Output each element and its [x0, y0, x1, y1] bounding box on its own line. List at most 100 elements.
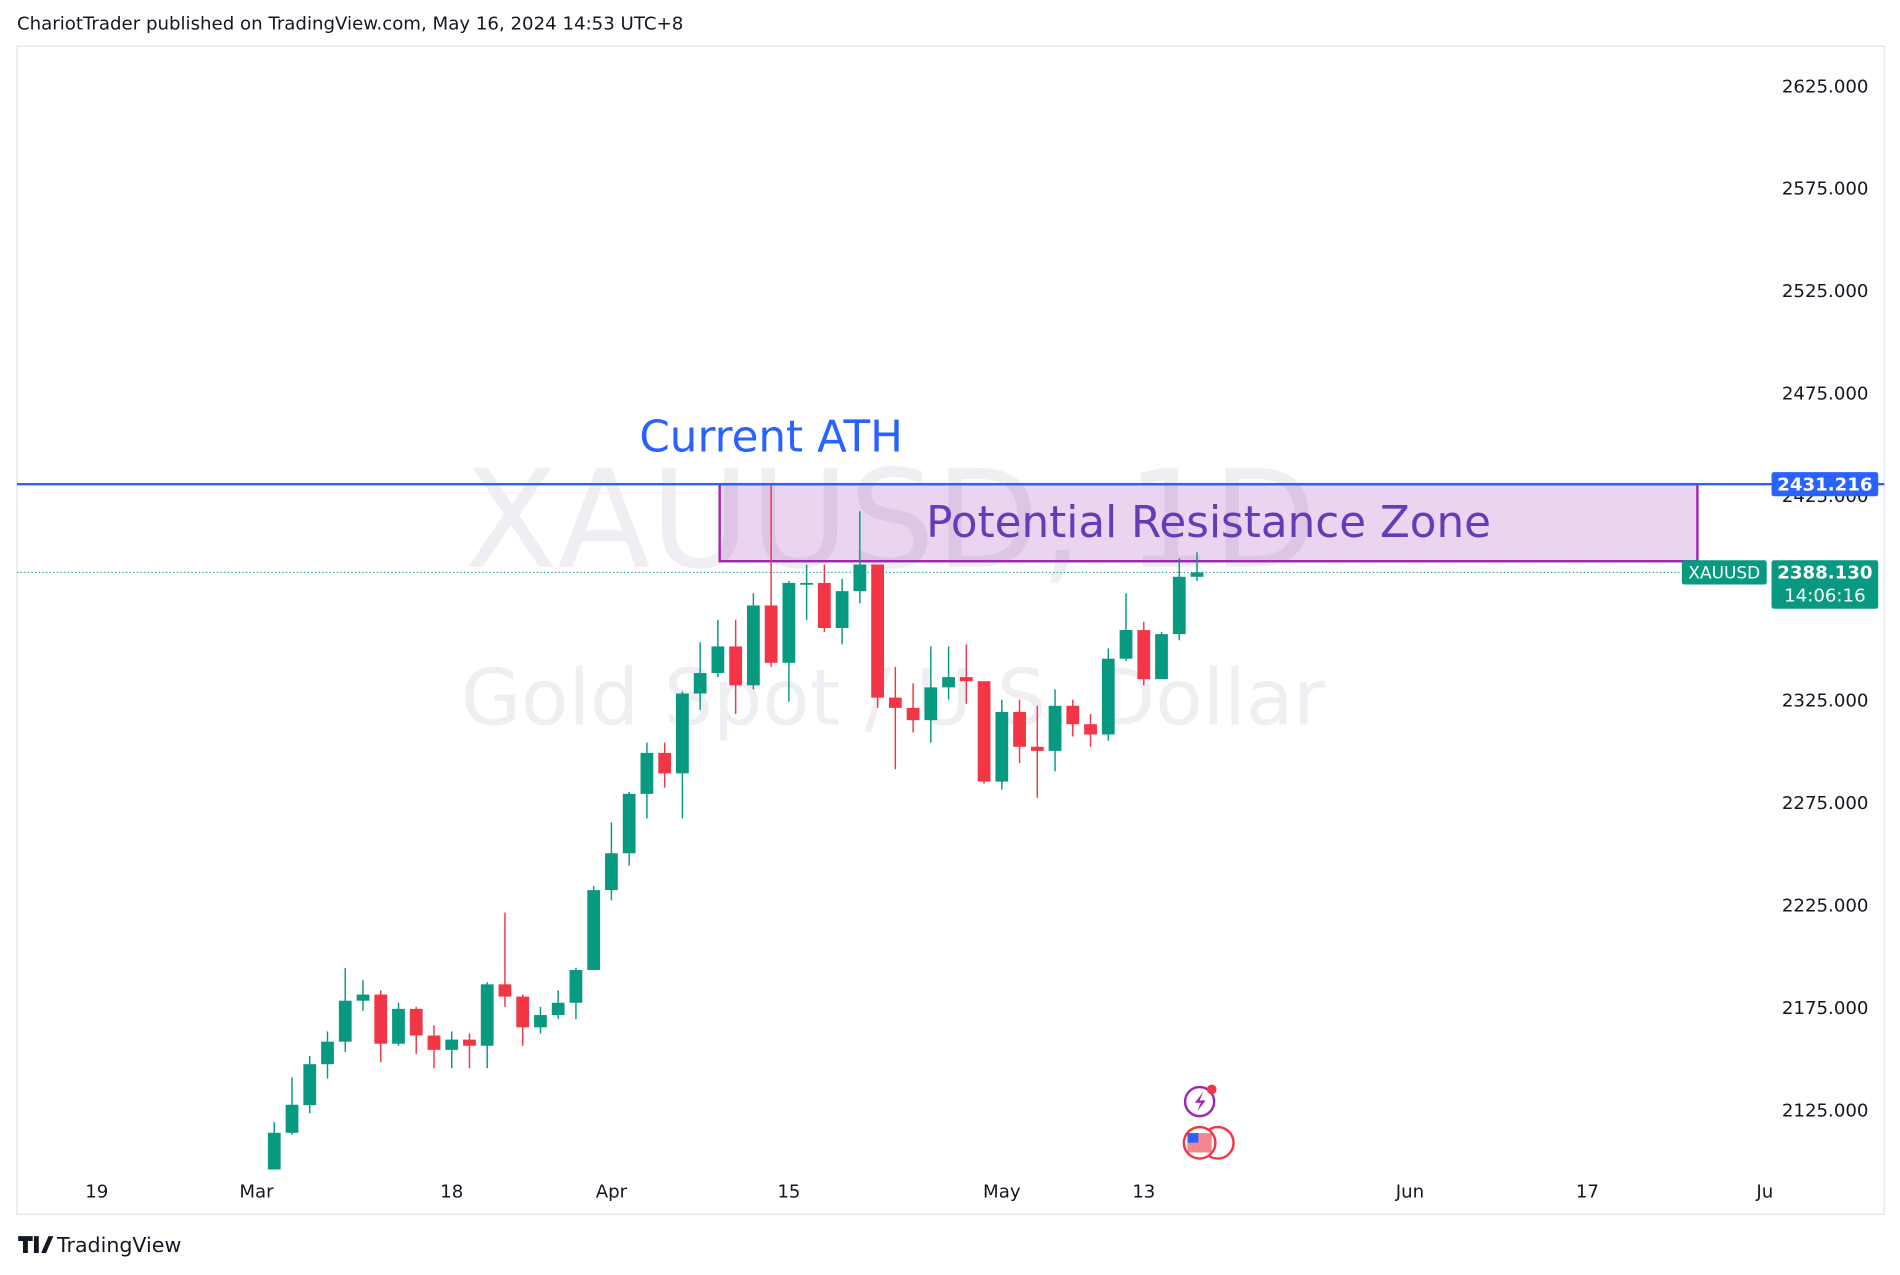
candle — [1066, 699, 1080, 737]
symbol-tag — [1681, 560, 1767, 585]
footer-brand: TradingView — [56, 1233, 181, 1257]
ath-label: Current ATH — [639, 412, 903, 462]
candle — [267, 1122, 281, 1170]
x-tick-label: May — [983, 1181, 1021, 1202]
candle-body — [995, 711, 1009, 782]
candle-body — [1084, 724, 1097, 735]
candle — [463, 1033, 476, 1069]
candle — [764, 484, 778, 667]
candle-body — [1137, 630, 1151, 680]
candle — [303, 1055, 317, 1114]
candle-body — [676, 693, 689, 774]
ath-tag-value: 2431.216 — [1777, 474, 1872, 495]
candle-body — [693, 673, 707, 694]
candle — [605, 822, 618, 901]
candle — [959, 644, 973, 704]
y-tick-label: 2175.000 — [1782, 998, 1869, 1019]
candle — [906, 683, 920, 733]
candle-body — [480, 984, 494, 1046]
candle-body — [729, 646, 743, 686]
candle — [640, 742, 654, 819]
y-tick-label: 2475.000 — [1782, 384, 1869, 405]
candle-body — [888, 697, 902, 708]
candle-body — [374, 994, 388, 1044]
candle — [569, 967, 583, 1020]
candle-body — [285, 1104, 299, 1133]
candle — [942, 646, 955, 700]
candle — [409, 1006, 423, 1054]
candle — [498, 912, 512, 1007]
candle — [800, 564, 814, 620]
candle — [1119, 593, 1133, 661]
candle — [676, 691, 689, 819]
candle-body — [658, 752, 672, 774]
candle-body — [445, 1039, 459, 1050]
candle — [693, 642, 707, 710]
candle-body — [463, 1039, 476, 1046]
candle-body — [711, 646, 725, 674]
candle-body — [498, 984, 512, 997]
candle-body — [1172, 576, 1186, 635]
countdown: 14:06:16 — [1784, 586, 1866, 607]
chart-frame — [16, 45, 1885, 1215]
y-tick-label: 2225.000 — [1782, 896, 1869, 917]
y-tick-label: 2625.000 — [1782, 76, 1869, 97]
candle — [516, 994, 530, 1046]
resistance-zone — [718, 482, 1699, 563]
x-tick-label: Jun — [1395, 1181, 1424, 1202]
candle-body — [1155, 634, 1168, 680]
candle-body — [587, 890, 601, 970]
candle-body — [409, 1008, 423, 1036]
ath-tag — [1771, 472, 1879, 497]
candle — [1137, 621, 1151, 686]
x-tick-label: 15 — [777, 1181, 800, 1202]
candle-body — [1119, 630, 1133, 659]
candle — [817, 564, 831, 633]
candle — [782, 580, 796, 702]
candle — [551, 990, 565, 1020]
candle — [321, 1031, 334, 1079]
candle-body — [356, 994, 370, 1001]
candle — [1048, 689, 1062, 772]
candle-body — [800, 582, 814, 585]
candle — [746, 593, 760, 690]
candle-body — [605, 853, 618, 891]
x-tick-label: 13 — [1132, 1181, 1155, 1202]
candle-body — [303, 1064, 317, 1106]
candle — [853, 511, 867, 604]
y-tick-label: 2125.000 — [1782, 1100, 1869, 1121]
candle-body — [267, 1132, 281, 1170]
candle-body — [782, 582, 796, 663]
candle — [285, 1077, 299, 1135]
candle — [445, 1031, 459, 1069]
candle — [1013, 699, 1026, 764]
candle — [1101, 648, 1115, 741]
event-icons — [1182, 1084, 1235, 1160]
candle-body — [1048, 705, 1062, 751]
candle — [427, 1025, 441, 1069]
candle — [1155, 632, 1168, 680]
candle-body — [817, 582, 831, 628]
candle-body — [977, 681, 991, 782]
candle-body — [853, 564, 867, 592]
candle-body — [622, 793, 636, 854]
symbol-tag-label: XAUUSD — [1688, 563, 1760, 583]
candle-body — [569, 969, 583, 1003]
candle-body — [1101, 658, 1115, 735]
x-tick-label: Apr — [596, 1181, 628, 1202]
candle-body — [516, 996, 530, 1028]
candle-body — [1190, 572, 1204, 577]
candle-body — [1013, 711, 1026, 747]
candle — [622, 791, 636, 866]
candle — [729, 619, 743, 714]
candle — [977, 681, 991, 784]
candle-body — [640, 752, 654, 794]
candle-body — [392, 1008, 405, 1044]
candle-body — [1066, 705, 1080, 725]
candle-body — [534, 1015, 547, 1028]
candle — [658, 742, 672, 788]
symbol-watermark: XAUUSD, 1D — [465, 442, 1317, 600]
x-tick-label: Mar — [239, 1181, 274, 1202]
x-tick-label: 18 — [440, 1181, 463, 1202]
